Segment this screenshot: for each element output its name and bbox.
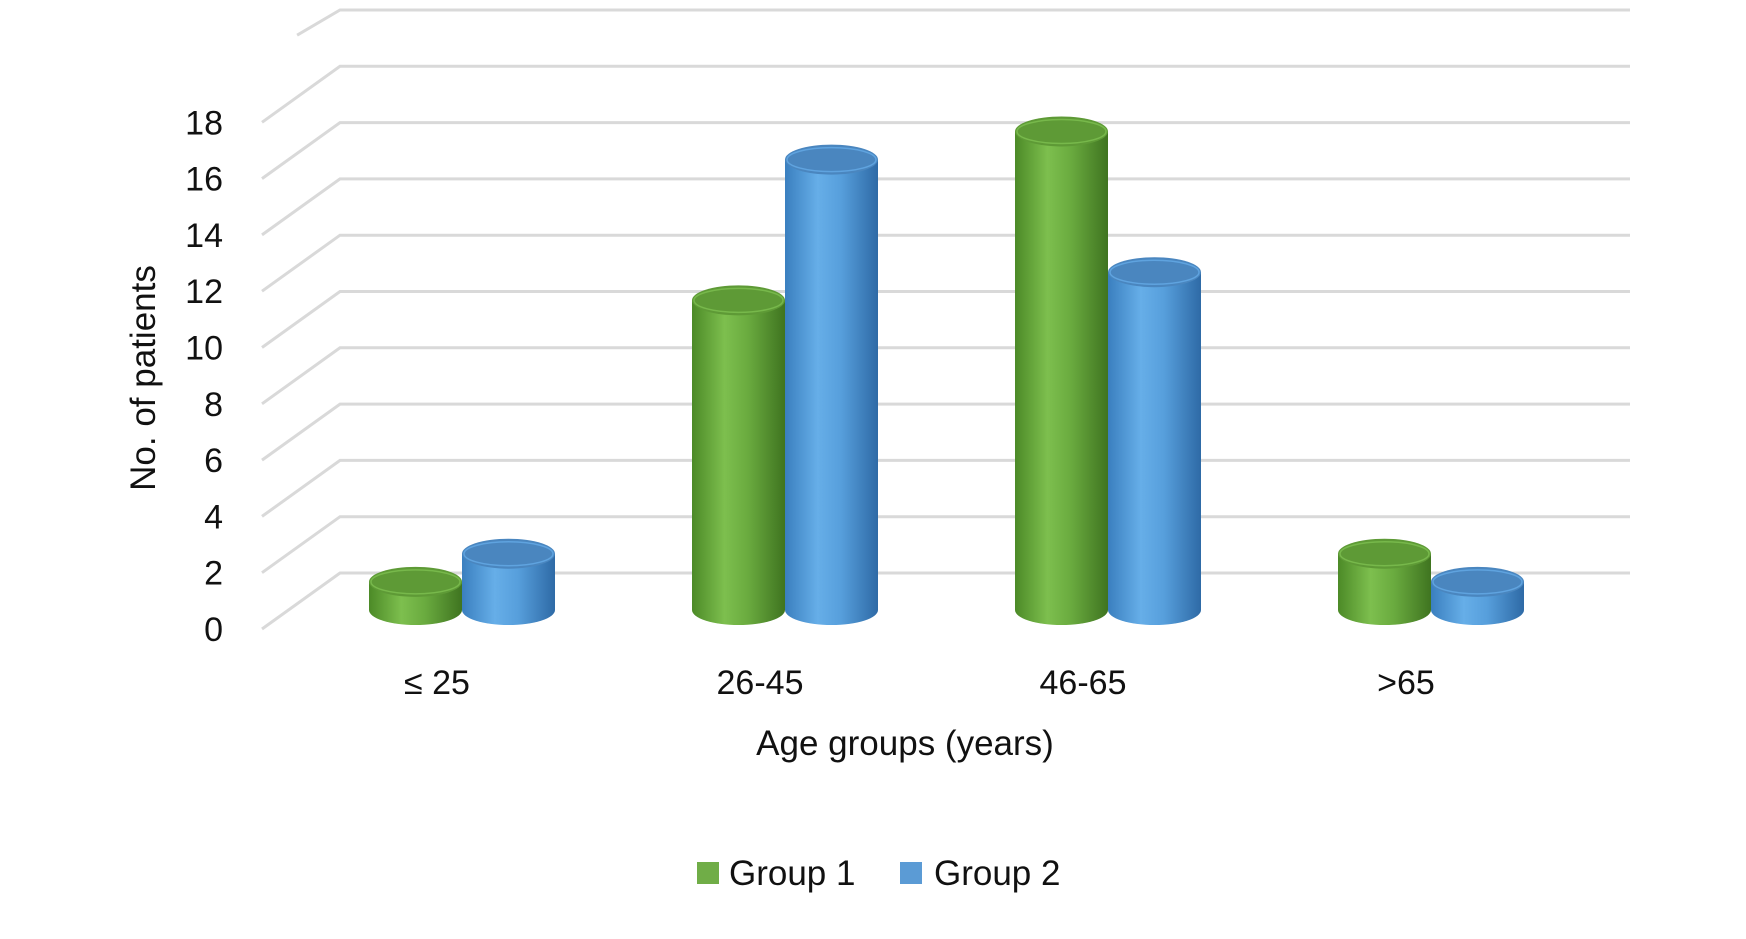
bar-body	[1108, 272, 1201, 625]
gridline	[261, 290, 1630, 349]
gridline	[261, 233, 1630, 293]
y-axis-ticks: 0 2 4 6 8 10 12 14 16 18	[185, 104, 223, 649]
bar-top-rim	[1016, 118, 1107, 145]
bar-top	[1108, 257, 1201, 288]
bar-top	[462, 538, 555, 569]
gridline	[261, 458, 1630, 518]
bar	[692, 285, 785, 625]
legend-swatch-group-2	[900, 862, 922, 884]
bar	[785, 144, 878, 625]
bar-body	[692, 300, 785, 625]
bar-body	[462, 553, 555, 625]
gridline	[261, 64, 1630, 124]
legend: Group 1 Group 2	[697, 854, 1060, 893]
bar-top	[1015, 116, 1108, 147]
x-tick-label: >65	[1377, 664, 1435, 702]
legend-label-group-2: Group 2	[934, 854, 1060, 893]
bar	[1338, 538, 1431, 625]
gridline	[261, 402, 1630, 462]
bars	[369, 116, 1524, 625]
gridline	[261, 346, 1630, 406]
y-tick-label: 0	[204, 611, 223, 649]
gridline	[261, 121, 1630, 180]
x-tick-label: ≤ 25	[404, 664, 470, 702]
x-tick-label: 46-65	[1040, 664, 1127, 702]
y-tick-label: 8	[204, 386, 223, 424]
bar	[1431, 566, 1524, 625]
bar-top	[1338, 538, 1431, 569]
y-tick-label: 6	[204, 442, 223, 480]
y-tick-label: 14	[185, 217, 223, 255]
bar	[1015, 116, 1108, 625]
gridline	[261, 177, 1630, 237]
bar-body	[785, 159, 878, 625]
y-tick-label: 2	[204, 555, 223, 593]
bar	[462, 538, 555, 625]
bar-top-rim	[693, 287, 784, 314]
bar	[1108, 257, 1201, 625]
bar-body	[1015, 131, 1108, 625]
x-axis-ticks: ≤ 25 26-45 46-65 >65	[404, 664, 1435, 702]
gridlines	[261, 8, 1630, 631]
bar-top	[369, 566, 462, 597]
gridline	[296, 8, 1630, 37]
y-tick-label: 12	[185, 273, 223, 311]
bar-top	[785, 144, 878, 175]
y-axis-title: No. of patients	[124, 265, 163, 491]
legend-swatch-group-1	[697, 862, 719, 884]
y-tick-label: 4	[204, 498, 223, 536]
y-tick-label: 16	[185, 161, 223, 199]
x-tick-label: 26-45	[717, 664, 804, 702]
bar-top-rim	[1432, 569, 1523, 595]
bar-body	[1338, 553, 1431, 625]
bar-top-rim	[1109, 259, 1200, 285]
bar-top-rim	[786, 146, 877, 173]
bar-top	[692, 285, 785, 316]
bar	[369, 566, 462, 625]
bar-top	[1431, 566, 1524, 597]
y-tick-label: 18	[185, 104, 223, 142]
bar-top-rim	[463, 540, 554, 567]
x-axis-title: Age groups (years)	[756, 724, 1054, 763]
legend-label-group-1: Group 1	[729, 854, 855, 893]
y-tick-label: 10	[185, 330, 223, 368]
bar-top-rim	[370, 569, 461, 595]
bar-top-rim	[1339, 540, 1430, 567]
